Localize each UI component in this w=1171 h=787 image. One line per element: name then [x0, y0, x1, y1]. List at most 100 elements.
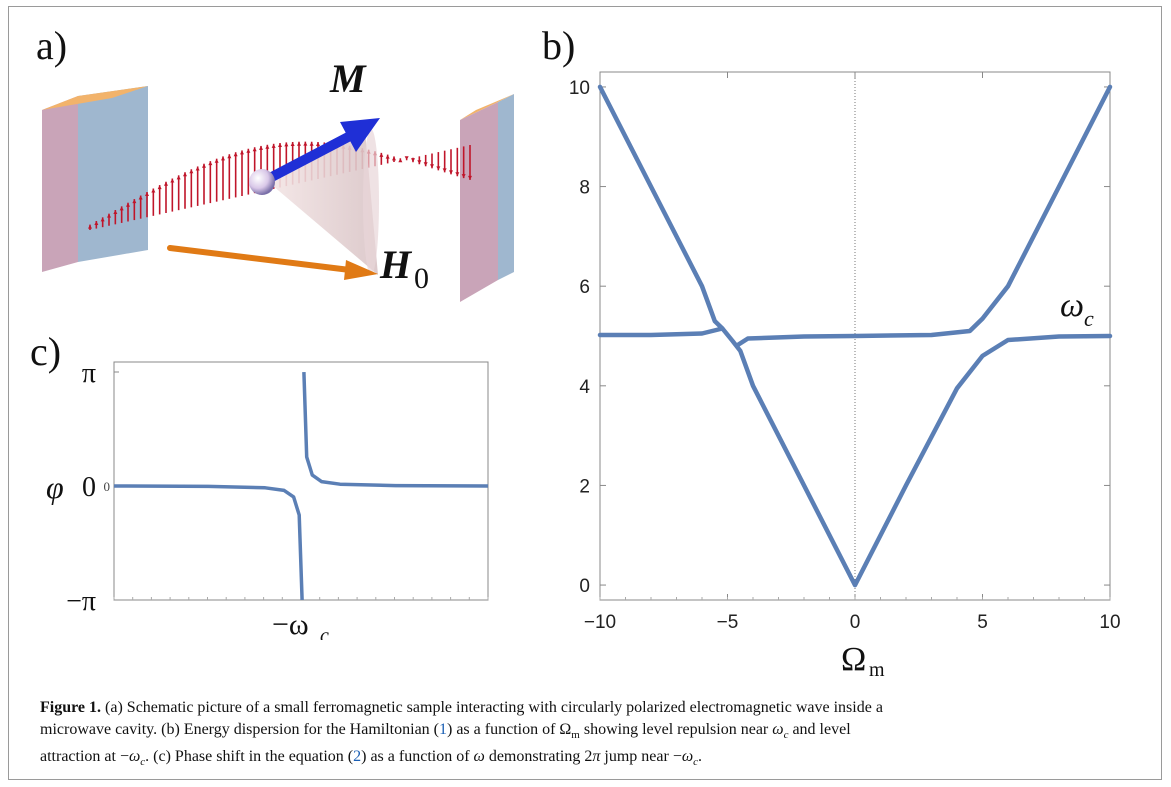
wave-arrowhead	[170, 178, 174, 182]
wave-arrowhead	[177, 175, 181, 179]
wave-arrowhead	[297, 142, 301, 146]
x-tick-label: 0	[850, 612, 861, 633]
wave-arrowhead	[392, 156, 396, 160]
y-tick-label: 2	[579, 476, 590, 497]
dispersion-branch-3	[738, 87, 1110, 345]
wave-arrowhead	[253, 147, 257, 151]
dispersion-branch-2	[722, 329, 1110, 586]
caption-text-3a: attraction at −	[40, 748, 129, 765]
wave-arrowhead	[196, 166, 200, 170]
phase-plot: π0−π0φ−ω c	[40, 350, 500, 640]
wave-arrowhead	[436, 166, 440, 170]
wave-arrowhead	[183, 172, 187, 176]
right-mirror	[460, 94, 514, 302]
y-tick-label: 8	[579, 178, 590, 199]
wave-arrowhead	[379, 153, 383, 157]
caption-line-2: microwave cavity. (b) Energy dispersion …	[40, 719, 1140, 746]
schematic-illustration: M H 0	[30, 40, 550, 310]
y-tick-label: −π	[66, 586, 96, 617]
omega-c-subscript: c	[1084, 306, 1094, 331]
caption-text-2b: ) as a function of Ω	[447, 721, 571, 738]
wave-arrowhead	[215, 159, 219, 163]
caption-text-3b: . (c) Phase shift in the equation (	[145, 748, 353, 765]
wave-arrowhead	[164, 182, 168, 186]
caption-text-2d: and level	[788, 721, 850, 738]
caption-omega: ω	[474, 748, 485, 765]
caption-sub-m: m	[571, 729, 580, 741]
dispersion-plot: −10 −5 0 5 10 0 2 4 6 8 10 ω c Ω m	[570, 60, 1150, 680]
x-tick-label: −10	[584, 612, 616, 633]
phase-branch-1	[114, 486, 302, 600]
wave-arrowhead	[240, 150, 244, 154]
wave-arrowhead	[158, 185, 162, 189]
wave-arrowhead	[424, 162, 428, 166]
wave-arrowhead	[221, 156, 225, 160]
caption-text-1: (a) Schematic picture of a small ferroma…	[105, 699, 883, 716]
y-tick-label: 4	[579, 377, 590, 398]
vector-label-m: M	[329, 56, 367, 101]
y-tick-label: 10	[570, 78, 590, 99]
caption-omega-c-2: ω	[129, 748, 140, 765]
ferromagnetic-sphere	[249, 169, 275, 195]
caption-text-3c: ) as a function of	[361, 748, 473, 765]
wave-arrowhead	[272, 144, 276, 148]
y-tick-label: 0	[82, 472, 96, 503]
x-tick-label: 10	[1099, 612, 1120, 633]
field-label-h: H	[379, 242, 413, 287]
dispersion-branch-1	[600, 87, 722, 335]
y-tick-label: π	[82, 358, 96, 389]
field-arrow	[170, 248, 378, 280]
wave-arrowhead	[284, 142, 288, 146]
wave-arrowhead	[316, 142, 320, 146]
wave-arrowhead	[398, 158, 402, 162]
wave-arrowhead	[386, 155, 390, 159]
caption-text-3e: jump near −	[600, 748, 681, 765]
wave-arrowhead	[443, 168, 447, 172]
phase-branch-2	[304, 372, 488, 486]
caption-line-1: Figure 1. (a) Schematic picture of a sma…	[40, 697, 1140, 719]
wave-arrowhead	[449, 170, 453, 174]
wave-arrowhead	[455, 172, 459, 176]
caption-omega-c: ω	[772, 721, 783, 738]
y-tick-label: 0	[579, 576, 590, 597]
wave-arrowhead	[310, 142, 314, 146]
wave-arrowhead	[208, 161, 212, 165]
wave-arrowhead	[227, 154, 231, 158]
caption-text-2c: showing level repulsion near	[580, 721, 772, 738]
caption-line-3: attraction at −ωc. (c) Phase shift in th…	[40, 746, 1140, 773]
y-tick-label: 6	[579, 277, 590, 298]
caption-text-2a: microwave cavity. (b) Energy dispersion …	[40, 721, 439, 738]
figure-label: Figure 1.	[40, 699, 101, 716]
wave-arrowhead	[189, 169, 193, 173]
equation-ref-2[interactable]: 2	[353, 748, 361, 765]
wave-arrowhead	[411, 158, 415, 162]
x-tick-label: −ω	[272, 608, 309, 640]
wave-arrowhead	[417, 160, 421, 164]
omega-c-annotation: ω	[1060, 287, 1084, 324]
wave-arrowhead	[430, 164, 434, 168]
wave-arrowhead	[246, 149, 250, 153]
wave-arrowhead	[278, 143, 282, 147]
wave-arrowhead	[291, 142, 295, 146]
wave-arrowhead	[405, 156, 409, 160]
wave-arrowhead	[259, 146, 263, 150]
left-mirror	[42, 86, 148, 272]
x-axis-label: Ω	[841, 641, 866, 678]
wave-arrowhead	[265, 145, 269, 149]
x-tick-label: 5	[977, 612, 988, 633]
field-label-subscript: 0	[414, 262, 429, 295]
caption-text-3f: .	[698, 748, 702, 765]
y-axis-label: φ	[46, 469, 64, 505]
axis-zero-label: 0	[104, 479, 111, 494]
wave-arrowhead	[151, 189, 155, 193]
x-tick-label: −5	[717, 612, 739, 633]
x-tick-label-subscript: c	[320, 625, 329, 640]
wave-arrowhead	[234, 152, 238, 156]
wave-arrowhead	[202, 164, 206, 168]
wave-arrowhead	[303, 142, 307, 146]
caption-omega-c-3: ω	[682, 748, 693, 765]
caption-text-3d: demonstrating 2	[485, 748, 593, 765]
figure-caption: Figure 1. (a) Schematic picture of a sma…	[40, 697, 1140, 773]
equation-ref-1[interactable]: 1	[439, 721, 447, 738]
x-axis-label-subscript: m	[869, 659, 885, 680]
